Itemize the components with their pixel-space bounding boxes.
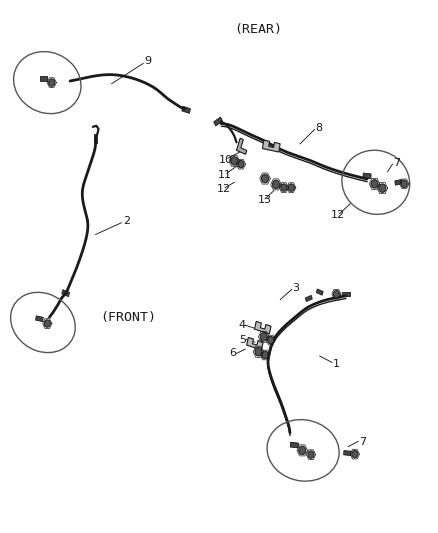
Text: 7: 7 bbox=[393, 158, 400, 167]
Polygon shape bbox=[247, 337, 263, 350]
Polygon shape bbox=[254, 321, 271, 334]
Circle shape bbox=[308, 451, 314, 458]
FancyBboxPatch shape bbox=[182, 106, 191, 114]
Text: 10: 10 bbox=[219, 155, 233, 165]
Circle shape bbox=[44, 320, 50, 327]
FancyBboxPatch shape bbox=[316, 289, 323, 295]
Text: 8: 8 bbox=[315, 123, 322, 133]
Circle shape bbox=[288, 184, 294, 191]
Text: 12: 12 bbox=[216, 184, 230, 194]
Text: (REAR): (REAR) bbox=[234, 23, 283, 36]
FancyBboxPatch shape bbox=[395, 180, 403, 185]
Circle shape bbox=[352, 450, 358, 458]
Text: 13: 13 bbox=[258, 196, 272, 205]
FancyBboxPatch shape bbox=[35, 316, 43, 321]
Text: 4: 4 bbox=[238, 320, 245, 330]
FancyBboxPatch shape bbox=[344, 450, 351, 456]
Circle shape bbox=[401, 180, 407, 188]
FancyBboxPatch shape bbox=[363, 173, 371, 179]
Text: 6: 6 bbox=[230, 349, 237, 358]
Text: 5: 5 bbox=[239, 335, 246, 344]
Polygon shape bbox=[237, 138, 247, 155]
Circle shape bbox=[255, 348, 262, 356]
Text: 7: 7 bbox=[359, 438, 366, 447]
Circle shape bbox=[49, 79, 55, 86]
FancyBboxPatch shape bbox=[305, 295, 312, 302]
Text: 2: 2 bbox=[123, 216, 130, 226]
FancyBboxPatch shape bbox=[40, 76, 47, 80]
Circle shape bbox=[260, 333, 267, 341]
Text: 11: 11 bbox=[218, 170, 232, 180]
Text: 3: 3 bbox=[293, 283, 300, 293]
Circle shape bbox=[299, 446, 306, 455]
Text: 9: 9 bbox=[145, 56, 152, 66]
FancyBboxPatch shape bbox=[62, 289, 70, 297]
FancyBboxPatch shape bbox=[343, 292, 350, 296]
Text: (FRONT): (FRONT) bbox=[101, 311, 157, 324]
Circle shape bbox=[262, 351, 268, 359]
Circle shape bbox=[379, 184, 386, 192]
FancyBboxPatch shape bbox=[290, 442, 298, 448]
Text: 1: 1 bbox=[333, 359, 340, 368]
Circle shape bbox=[371, 180, 378, 188]
Circle shape bbox=[281, 184, 287, 191]
Circle shape bbox=[333, 290, 339, 298]
Circle shape bbox=[272, 180, 279, 189]
Circle shape bbox=[231, 157, 238, 165]
Circle shape bbox=[261, 174, 268, 183]
Circle shape bbox=[268, 336, 274, 344]
Circle shape bbox=[238, 160, 244, 168]
FancyBboxPatch shape bbox=[94, 134, 97, 143]
Polygon shape bbox=[262, 140, 280, 152]
Text: 12: 12 bbox=[331, 211, 345, 220]
FancyBboxPatch shape bbox=[214, 117, 223, 126]
